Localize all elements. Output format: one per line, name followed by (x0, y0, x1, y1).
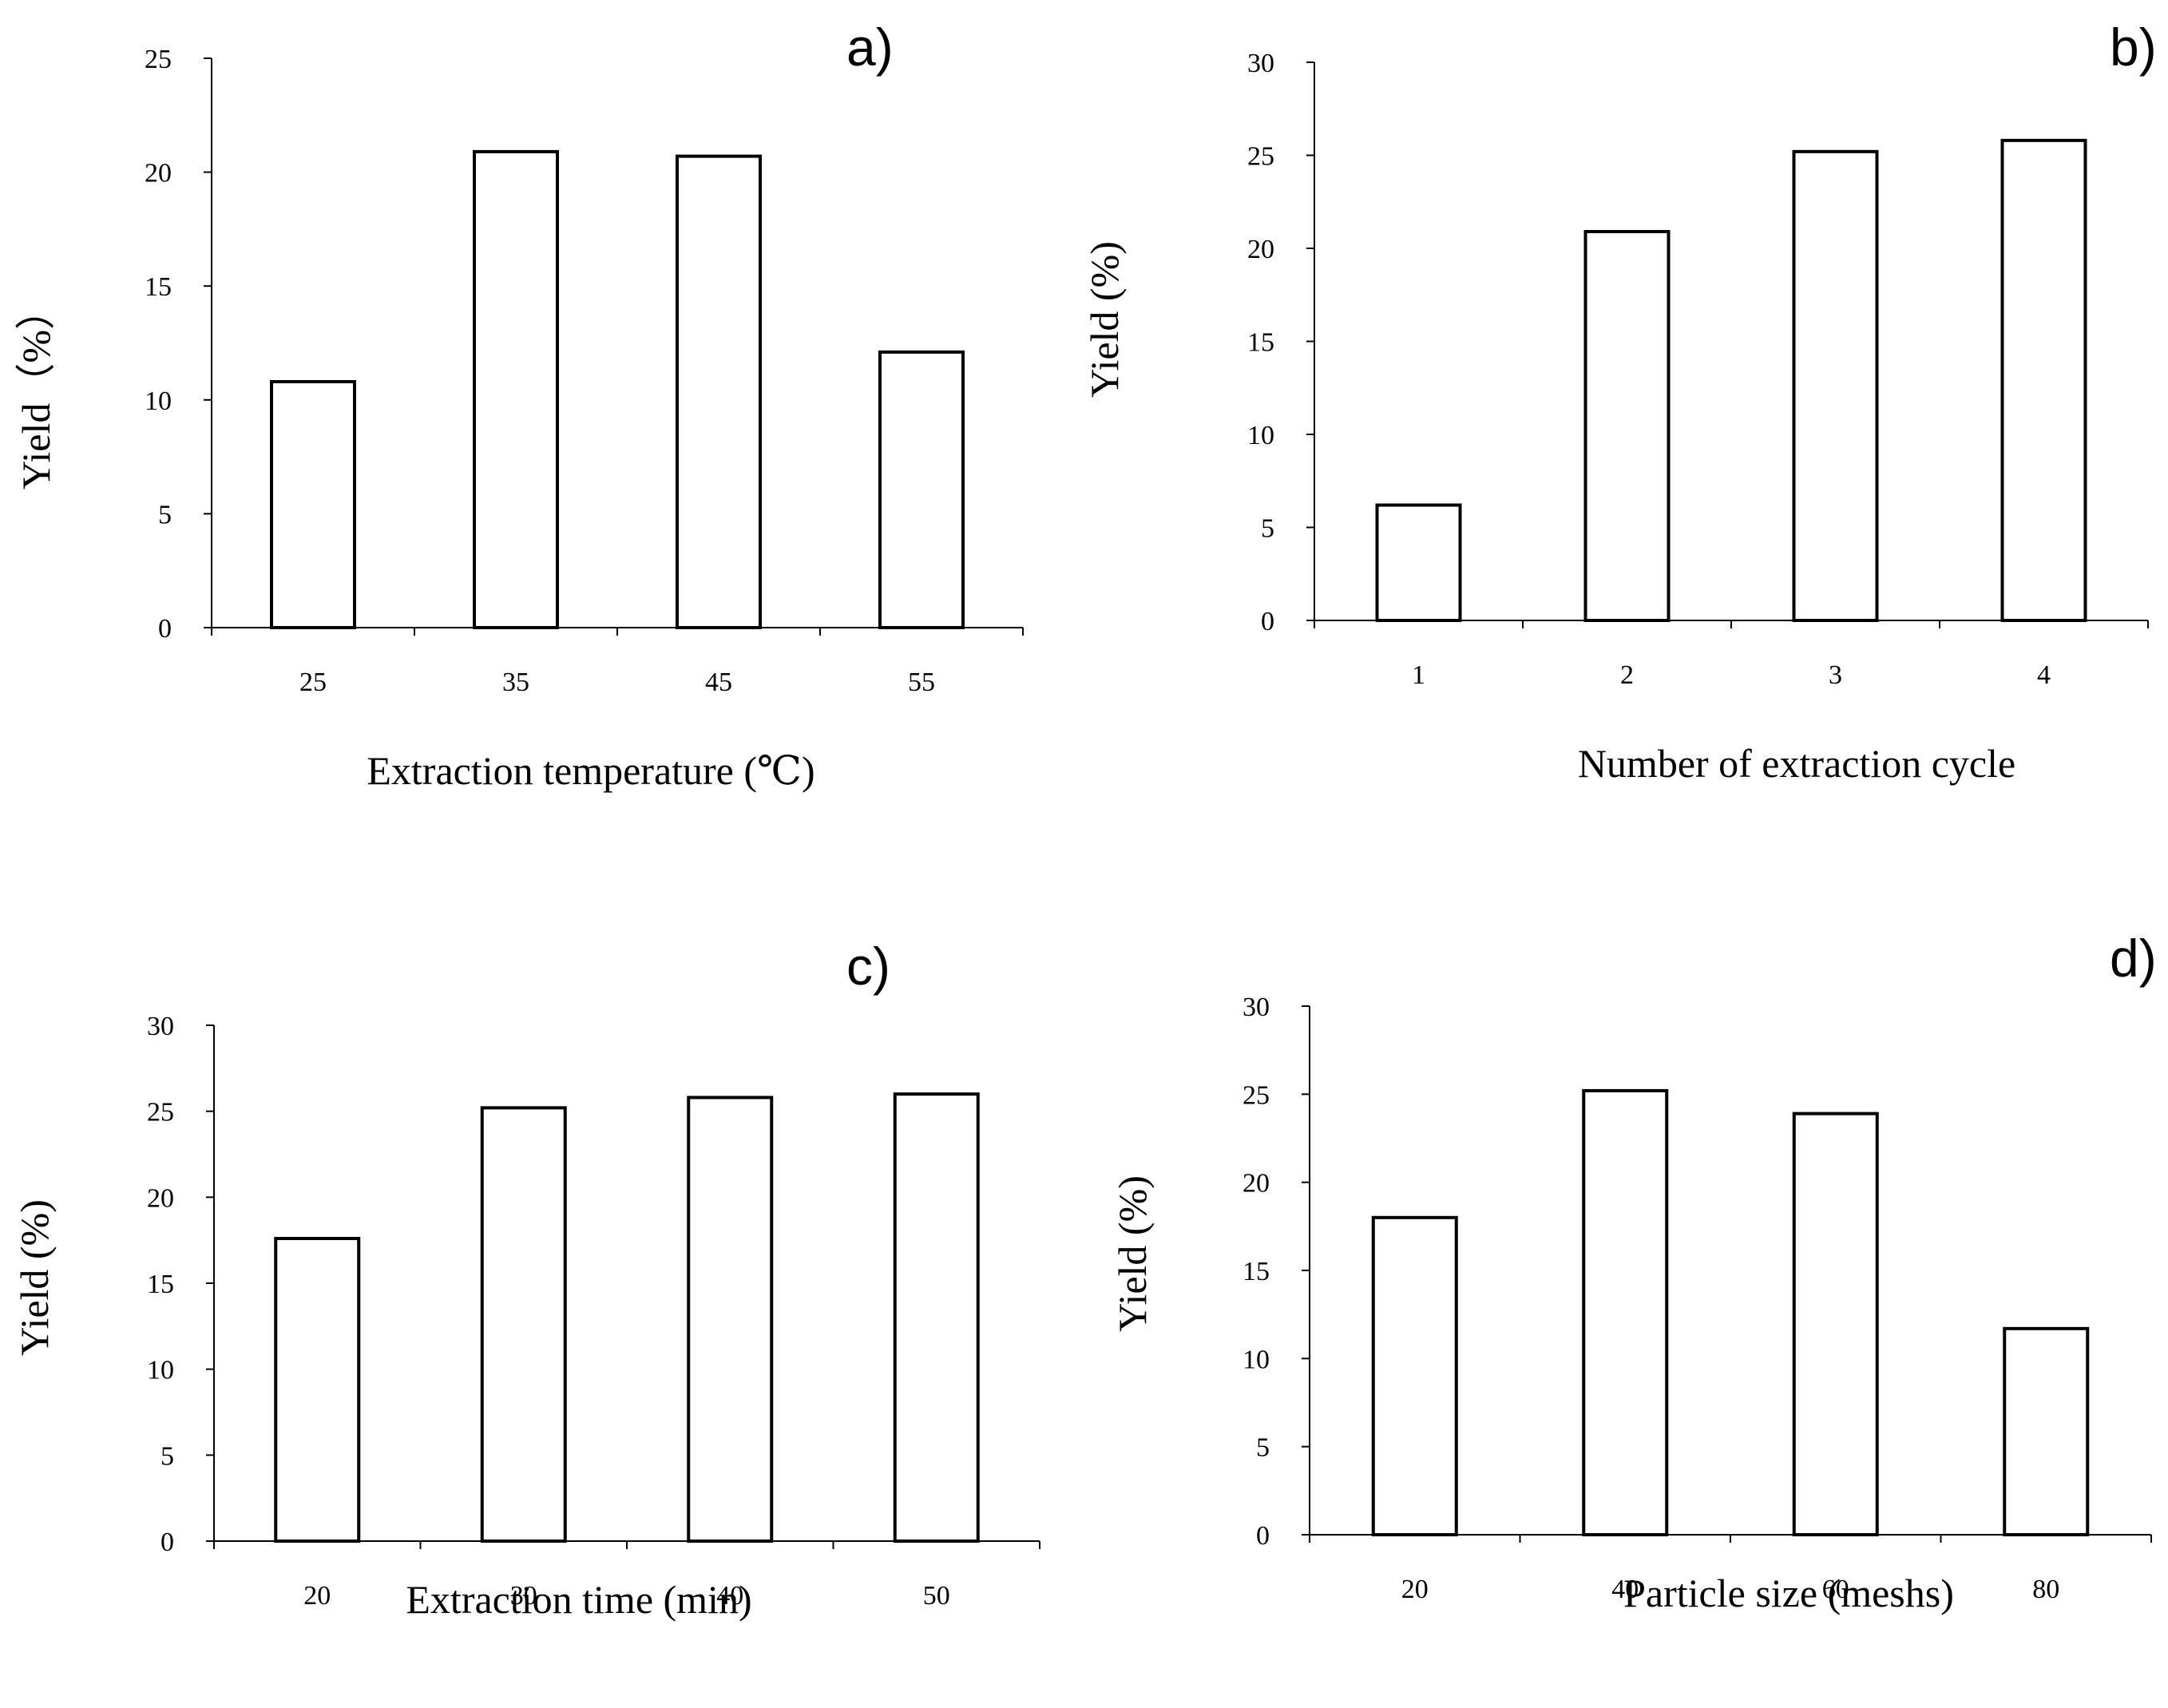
panel-b-bar (1583, 230, 1671, 622)
panel-c-bar (480, 1106, 567, 1543)
panel-c-y-tick-label: 0 (161, 1528, 174, 1557)
panel-a: a) 0 5 10 15 20 25 25 35 45 55 Extraction tempera… (14, 18, 1024, 793)
panel-b-y-tick-label: 0 (1261, 607, 1274, 636)
panel-b-y-tick-label: 15 (1247, 328, 1274, 358)
panel-a-y-tick-label: 0 (158, 614, 172, 644)
panel-a-x-tick-label: 45 (705, 668, 732, 697)
panel-d-x-tick-label: 20 (1401, 1575, 1429, 1604)
panel-b-y-axis-title: Yield (%) (1082, 241, 1127, 398)
panel-a-y-tick-label: 15 (145, 272, 172, 302)
panel-c-y-tick-label: 15 (147, 1270, 174, 1299)
panel-b-y-tick-label: 5 (1261, 514, 1274, 544)
panel-d-bar (2003, 1326, 2090, 1536)
panel-d-y-tick-label: 5 (1256, 1433, 1270, 1463)
panel-b-letter: b) (2110, 18, 2157, 77)
panel-d-y-tick-label: 30 (1243, 993, 1270, 1022)
panel-d: d) 0 5 10 15 20 25 30 20 40 60 80 Particle size (m… (1110, 929, 2157, 1615)
panel-c-x-tick-label: 20 (303, 1581, 331, 1611)
panel-a-y-axis-title: Yield（%） (14, 290, 58, 489)
panel-d-y-tick-label: 0 (1256, 1521, 1270, 1551)
panel-b-bar (1375, 503, 1462, 622)
panel-b-x-axis-title: Number of extraction cycle (1578, 741, 2015, 786)
panel-d-x-axis-title: Particle size (meshs) (1623, 1571, 1954, 1615)
panel-d-plot: 0 5 10 15 20 25 30 20 40 60 80 (1243, 993, 2152, 1604)
panel-a-y-tick-label: 10 (145, 386, 172, 416)
panel-a-x-tick-label: 25 (299, 668, 327, 697)
panel-d-x-tick-label: 60 (1822, 1575, 1849, 1604)
panel-b-bar (1792, 149, 1879, 622)
panel-d-x-tick-label: 80 (2032, 1575, 2059, 1604)
panel-c: c) 0 5 10 15 20 25 30 20 30 40 50 Extraction time … (12, 937, 1040, 1622)
panel-c-plot: 0 5 10 15 20 25 30 20 30 40 50 (147, 1012, 1040, 1611)
panel-d-bar (1371, 1215, 1458, 1537)
panel-b-y-tick-label: 10 (1247, 421, 1274, 450)
panel-c-y-tick-label: 20 (147, 1183, 174, 1213)
panel-c-x-tick-label: 30 (510, 1581, 537, 1611)
panel-b-y-tick-label: 25 (1247, 142, 1274, 172)
panel-d-y-tick-label: 25 (1243, 1080, 1270, 1110)
panel-a-x-axis-title: Extraction temperature (℃) (367, 748, 814, 793)
panel-c-x-tick-label: 40 (716, 1581, 743, 1611)
panel-d-bar (1582, 1088, 1669, 1537)
panel-d-y-tick-label: 15 (1243, 1257, 1270, 1286)
panel-b-plot: 0 5 10 15 20 25 30 1 2 3 4 (1247, 49, 2149, 690)
panel-c-y-tick-label: 30 (147, 1012, 174, 1041)
panel-c-bar (274, 1237, 361, 1543)
panel-c-bar (893, 1092, 980, 1543)
panel-b-x-tick-label: 4 (2037, 660, 2051, 690)
panel-d-y-tick-label: 10 (1243, 1345, 1270, 1374)
panel-a-bar (676, 154, 762, 630)
panel-c-letter: c) (846, 937, 890, 996)
panel-b-y-tick-label: 20 (1247, 235, 1274, 264)
panel-c-y-axis-title: Yield (%) (12, 1199, 57, 1356)
panel-a-letter: a) (846, 18, 894, 77)
panel-b-x-tick-label: 3 (1829, 660, 1842, 690)
panel-a-y-tick-label: 20 (145, 159, 172, 188)
panel-d-y-axis-title: Yield (%) (1110, 1175, 1155, 1332)
panel-a-plot: 0 5 10 15 20 25 25 35 45 55 (145, 45, 1024, 697)
panel-b-x-tick-label: 2 (1620, 660, 1634, 690)
panel-a-y-tick-label: 25 (145, 45, 172, 74)
panel-b: b) 0 5 10 15 20 25 30 1 2 3 4 Number of extraction… (1082, 18, 2157, 786)
panel-b-y-tick-label: 30 (1247, 49, 1274, 78)
panel-a-bar (878, 350, 965, 629)
panel-c-bar (687, 1096, 774, 1543)
panel-a-x-tick-label: 35 (502, 668, 529, 697)
panel-b-bar (2000, 138, 2087, 623)
panel-b-x-tick-label: 1 (1412, 660, 1425, 690)
panel-c-x-tick-label: 50 (923, 1581, 950, 1611)
panel-c-y-tick-label: 10 (147, 1356, 174, 1385)
panel-d-letter: d) (2110, 929, 2157, 988)
panel-c-y-tick-label: 5 (161, 1441, 174, 1471)
panel-d-y-tick-label: 20 (1243, 1169, 1270, 1199)
panel-d-bar (1792, 1112, 1879, 1536)
panel-d-x-tick-label: 40 (1611, 1575, 1639, 1604)
panel-a-y-tick-label: 5 (158, 500, 172, 529)
panel-a-x-tick-label: 55 (908, 668, 935, 697)
panel-c-x-axis-title: Extraction time (min) (406, 1577, 751, 1622)
panel-a-bar (473, 149, 559, 629)
panel-a-bar (270, 379, 356, 629)
panel-c-y-tick-label: 25 (147, 1098, 174, 1127)
